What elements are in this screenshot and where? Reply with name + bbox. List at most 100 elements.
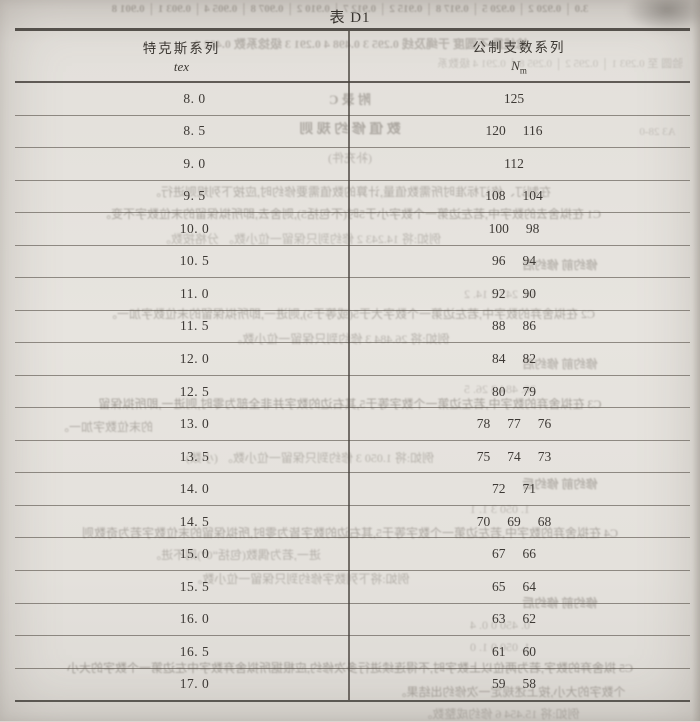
tex-value: 9. 0 <box>183 155 206 171</box>
table-row: 15. 0 67 66 <box>15 538 690 571</box>
nm-value: 67 <box>492 546 506 562</box>
table-row: 10. 5 96 94 <box>15 246 690 279</box>
table-row: 9. 5 108 104 <box>15 181 690 214</box>
nm-value: 62 <box>522 611 537 627</box>
nm-value: 78 <box>476 416 491 432</box>
nm-value: 72 <box>492 481 506 497</box>
table-row: 17. 0 59 58 <box>15 669 690 701</box>
nm-value: 73 <box>537 448 552 464</box>
nm-value: 100 <box>488 220 509 236</box>
nm-value: 120 <box>485 123 506 139</box>
nm-values: 96 94 <box>348 246 690 278</box>
nm-value: 79 <box>522 383 537 399</box>
nm-value: 58 <box>522 676 537 692</box>
nm-value: 90 <box>522 285 537 301</box>
tex-value: 13. 0 <box>179 416 210 432</box>
column-divider <box>348 31 350 700</box>
nm-values: 61 60 <box>348 636 690 668</box>
tex-value: 17. 0 <box>179 676 210 692</box>
nm-values: 70 69 68 <box>348 506 690 538</box>
nm-value: 108 <box>485 188 506 204</box>
tex-value: 12. 5 <box>179 383 210 399</box>
nm-value: 70 <box>476 513 491 529</box>
nm-values: 67 66 <box>348 538 690 570</box>
table-row: 16. 5 61 60 <box>15 636 690 669</box>
table-row: 8. 5 120 116 <box>15 116 690 149</box>
bleedthrough-text: 例如:将 15.454 6 修约成整数。 <box>420 708 580 721</box>
table-title: 表 D1 <box>329 10 371 26</box>
nm-value: 71 <box>522 481 537 497</box>
nm-value: 88 <box>492 318 506 334</box>
tex-value: 16. 5 <box>179 643 210 659</box>
tex-value: 15. 5 <box>179 578 210 594</box>
nm-value: 69 <box>507 513 521 529</box>
nm-value: 92 <box>492 285 506 301</box>
nm-values: 100 98 <box>348 213 690 245</box>
tex-value: 11. 5 <box>180 318 209 334</box>
nm-value: 116 <box>522 123 543 139</box>
nm-values: 84 82 <box>348 343 690 375</box>
tex-value: 13. 5 <box>179 448 210 464</box>
table-row: 10. 0 100 98 <box>15 213 690 246</box>
nm-value: 104 <box>522 188 543 204</box>
table-row: 12. 5 80 79 <box>15 376 690 409</box>
tex-column-label: 特克斯系列 <box>142 41 221 56</box>
nm-values: 75 74 73 <box>348 441 690 473</box>
nm-values: 112 <box>348 148 690 180</box>
nm-value: 65 <box>492 578 506 594</box>
nm-value: 63 <box>492 611 506 627</box>
table-row: 13. 0 78 77 76 <box>15 408 690 441</box>
nm-value: 76 <box>537 416 552 432</box>
table-row: 11. 5 88 86 <box>15 311 690 344</box>
nm-value: 80 <box>492 383 506 399</box>
series-table: 特克斯系列 tex 公制支数系列 Nm 8. 0 125 8. 5 120 116 9. … <box>15 28 690 702</box>
tex-value: 9. 5 <box>183 188 206 204</box>
column-header-nm: 公制支数系列 Nm <box>348 31 690 81</box>
nm-values: 120 116 <box>348 116 690 148</box>
table-header: 特克斯系列 tex 公制支数系列 Nm <box>15 31 690 83</box>
table-row: 11. 0 92 90 <box>15 278 690 311</box>
nm-column-label: 公制支数系列 <box>472 40 566 56</box>
nm-value: 61 <box>492 643 506 659</box>
scan-edge-shadow <box>692 0 700 721</box>
table-row: 13. 5 75 74 73 <box>15 441 690 474</box>
nm-value: 94 <box>522 253 537 269</box>
nm-value: 98 <box>525 220 540 236</box>
nm-value: 125 <box>503 90 525 106</box>
nm-values: 108 104 <box>348 181 690 213</box>
tex-value: 12. 0 <box>179 351 210 367</box>
nm-values: 72 71 <box>348 473 690 505</box>
nm-value: 59 <box>492 676 506 692</box>
nm-value: 60 <box>522 643 537 659</box>
nm-value: 86 <box>522 318 537 334</box>
nm-values: 80 79 <box>348 376 690 408</box>
nm-value: 66 <box>522 546 537 562</box>
nm-values: 65 64 <box>348 571 690 603</box>
nm-values: 88 86 <box>348 311 690 343</box>
nm-value: 64 <box>522 578 537 594</box>
table-row: 15. 5 65 64 <box>15 571 690 604</box>
nm-value: 82 <box>522 351 537 367</box>
tex-value: 16. 0 <box>179 611 210 627</box>
nm-values: 59 58 <box>348 669 690 701</box>
tex-value: 10. 0 <box>179 220 210 236</box>
nm-value: 77 <box>507 416 521 432</box>
table-row: 9. 0 112 <box>15 148 690 181</box>
tex-value: 10. 5 <box>179 253 210 269</box>
column-header-tex: 特克斯系列 tex <box>15 31 348 81</box>
nm-value: 75 <box>476 448 491 464</box>
nm-value: 112 <box>504 155 524 171</box>
tex-value: 8. 5 <box>183 123 206 139</box>
nm-values: 78 77 76 <box>348 408 690 440</box>
table-row: 8. 0 125 <box>15 83 690 116</box>
nm-values: 125 <box>348 83 690 115</box>
tex-value: 15. 0 <box>179 546 210 562</box>
nm-values: 63 62 <box>348 604 690 636</box>
nm-value: 96 <box>492 253 506 269</box>
tex-value: 8. 0 <box>183 90 206 106</box>
table-row: 14. 0 72 71 <box>15 473 690 506</box>
tex-value: 14. 0 <box>179 481 210 497</box>
nm-value: 74 <box>507 448 521 464</box>
